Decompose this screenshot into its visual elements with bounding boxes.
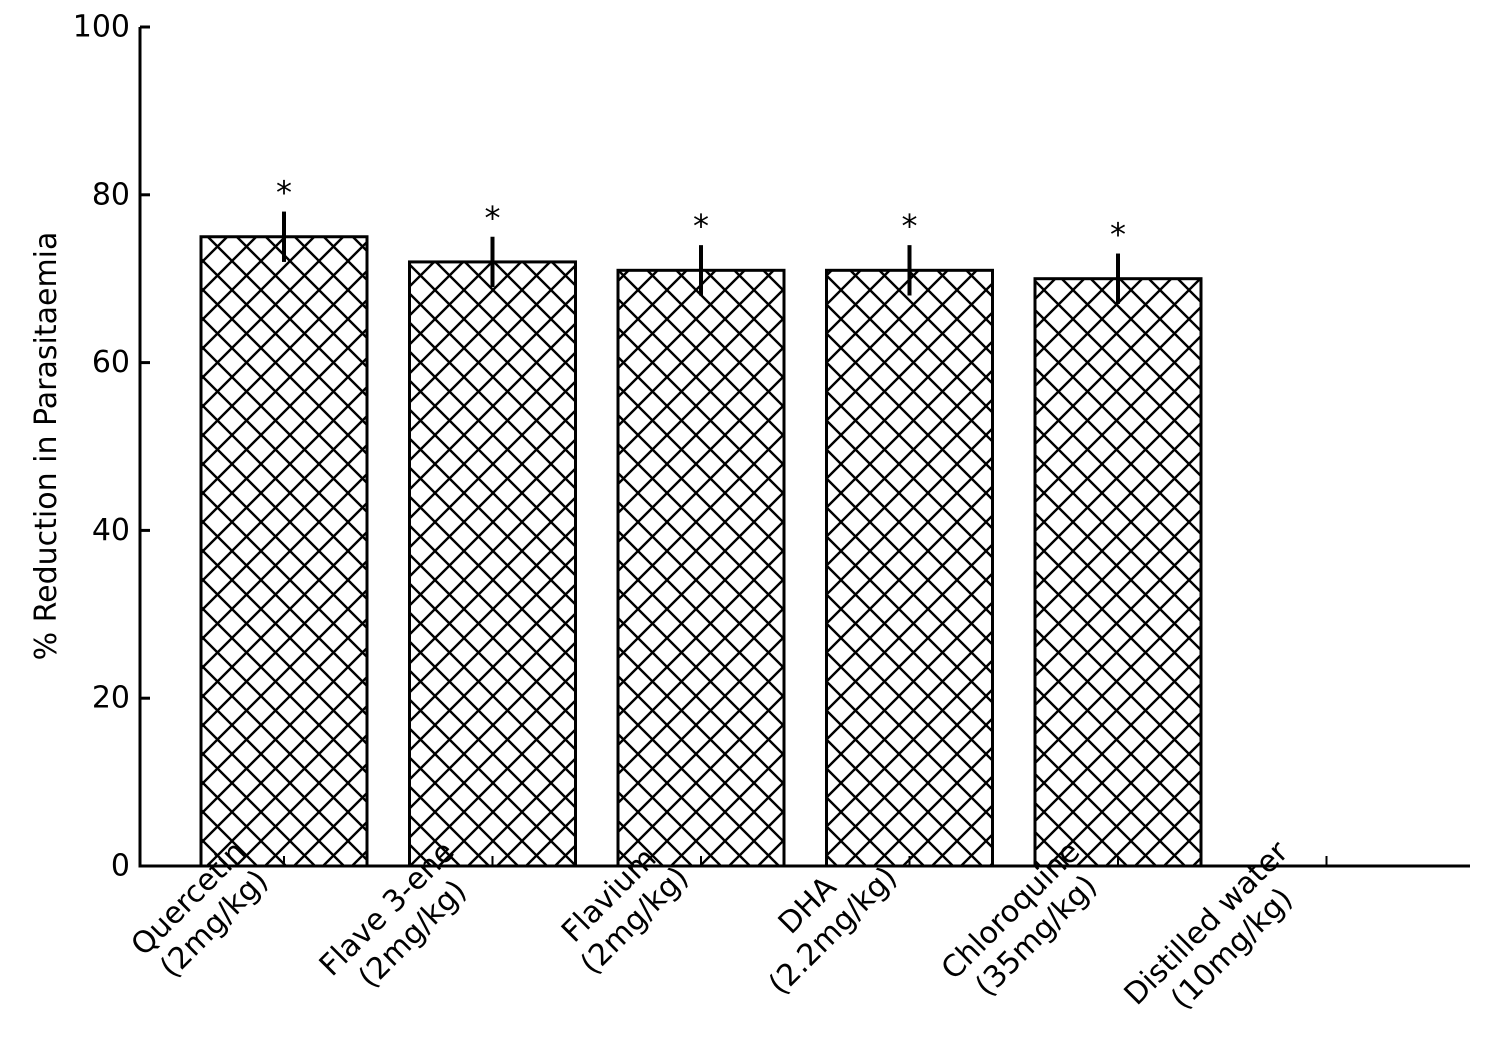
y-tick-label: 80 <box>92 177 130 212</box>
bar <box>199 235 369 868</box>
y-tick-label: 20 <box>92 681 130 716</box>
axes-layer <box>138 25 1470 868</box>
bars-layer <box>199 211 1203 868</box>
y-tick-label: 100 <box>73 10 130 45</box>
significance-marker: * <box>1110 216 1126 254</box>
significance-marker: * <box>902 207 918 245</box>
significance-marker: * <box>485 199 501 237</box>
y-tick-label: 40 <box>92 513 130 548</box>
bar <box>616 268 786 868</box>
bar <box>825 268 994 868</box>
bar <box>1033 277 1203 868</box>
y-axis-title: % Reduction in Parasitaemia <box>29 232 64 661</box>
significance-marker: * <box>693 207 709 245</box>
significance-marker: * <box>276 174 292 212</box>
y-tick-label: 0 <box>111 849 130 884</box>
bar <box>408 260 577 868</box>
x-tick-label-line: (2.2mg/kg) <box>762 860 904 1002</box>
y-tick-label: 60 <box>92 345 130 380</box>
